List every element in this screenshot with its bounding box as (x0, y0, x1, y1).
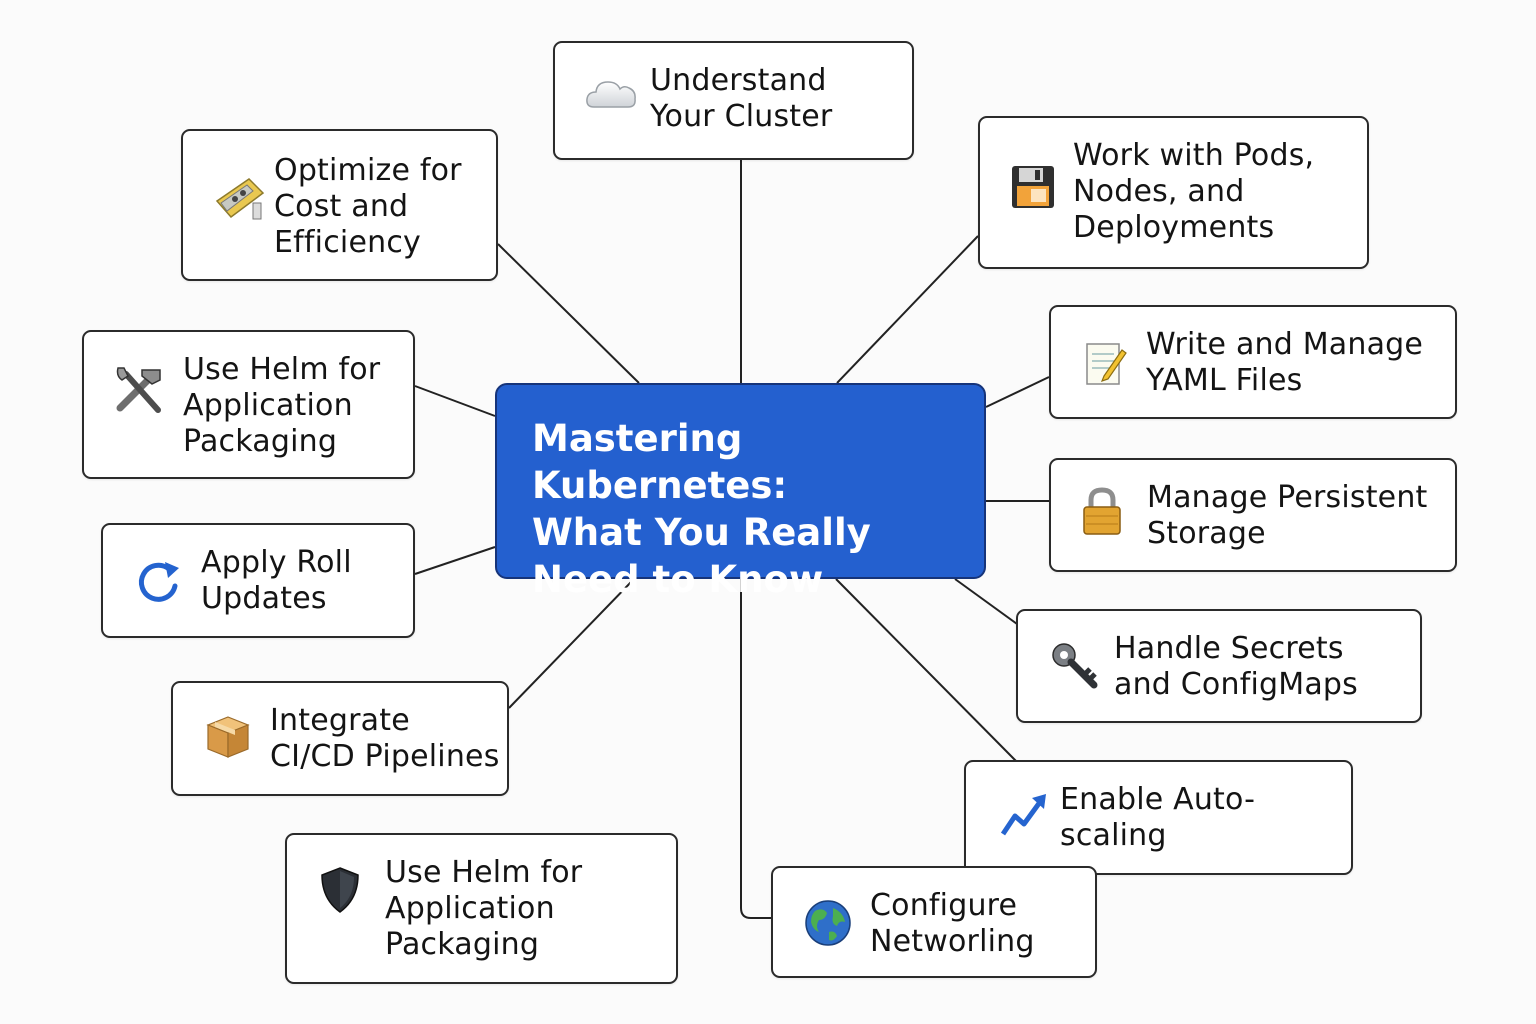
node-label: Use Helm for Application Packaging (385, 855, 583, 962)
package-box-icon (206, 716, 250, 758)
node-label: Handle Secrets and ConfigMaps (1114, 631, 1358, 702)
node-secrets-configmaps[interactable]: Handle Secrets and ConfigMaps (1016, 609, 1422, 723)
node-label: Understand Your Cluster (650, 63, 833, 134)
globe-icon (805, 900, 851, 946)
node-label: Use Helm for Application Packaging (183, 352, 381, 459)
node-optimize-cost[interactable]: Optimize for Cost and Efficiency (181, 129, 498, 281)
node-label: Configure Networling (870, 888, 1035, 959)
node-networking[interactable]: Configure Networling (771, 866, 1097, 978)
notepad-pencil-icon (1086, 343, 1127, 385)
connector-networking (740, 579, 771, 919)
connector-yaml (985, 376, 1050, 408)
node-label: Integrate CI/CD Pipelines (270, 703, 500, 774)
key-icon (1052, 643, 1098, 689)
node-label: Manage Persistent Storage (1147, 480, 1428, 551)
connector-pods-nodes (836, 235, 979, 384)
node-helm-packaging-bottom[interactable]: Use Helm for Application Packaging (285, 833, 678, 984)
node-persistent-storage[interactable]: Manage Persistent Storage (1049, 458, 1457, 572)
ruler-tools-icon (215, 178, 265, 220)
central-topic-title: Mastering Kubernetes: What You Really Ne… (532, 417, 871, 601)
node-understand-cluster[interactable]: Understand Your Cluster (553, 41, 914, 160)
floppy-disk-icon (1012, 166, 1054, 208)
cloud-icon (586, 81, 636, 108)
node-autoscaling[interactable]: Enable Auto- scaling (964, 760, 1353, 875)
padlock-icon (1083, 487, 1121, 535)
hammer-wrench-icon (116, 367, 161, 413)
connector-secrets (954, 578, 1018, 625)
connector-optimize-cost (497, 243, 640, 384)
node-pods-nodes[interactable]: Work with Pods, Nodes, and Deployments (978, 116, 1369, 269)
node-rolling-updates[interactable]: Apply Roll Updates (101, 523, 415, 638)
node-label: Optimize for Cost and Efficiency (274, 153, 462, 260)
refresh-arrow-icon (138, 562, 179, 602)
node-cicd[interactable]: Integrate CI/CD Pipelines (171, 681, 509, 796)
central-topic-node[interactable]: Mastering Kubernetes: What You Really Ne… (495, 383, 986, 601)
connector-helm-top (414, 385, 496, 417)
connector-autoscaling (835, 578, 1017, 762)
node-yaml-files[interactable]: Write and Manage YAML Files (1049, 305, 1457, 419)
node-helm-packaging-top[interactable]: Use Helm for Application Packaging (82, 330, 415, 479)
node-label: Work with Pods, Nodes, and Deployments (1073, 138, 1315, 245)
node-label: Write and Manage YAML Files (1146, 327, 1424, 398)
connector-cicd (508, 578, 635, 709)
shield-icon (321, 867, 359, 913)
connector-roll-updates (414, 546, 496, 575)
node-label: Enable Auto- scaling (1060, 782, 1256, 853)
trend-arrow-icon (1000, 794, 1046, 836)
node-label: Apply Roll Updates (201, 545, 352, 616)
